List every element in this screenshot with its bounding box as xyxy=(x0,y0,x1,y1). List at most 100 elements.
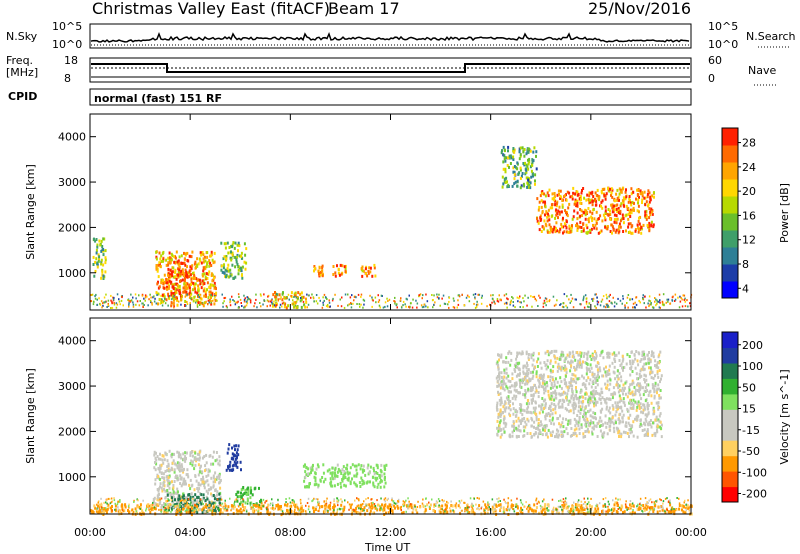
velocity-cell xyxy=(616,369,619,373)
velocity-cell xyxy=(171,480,173,484)
power-cell xyxy=(586,193,589,197)
velocity-cell xyxy=(682,504,685,508)
power-cell xyxy=(569,195,572,199)
velocity-cell xyxy=(507,389,510,393)
power-cell xyxy=(593,226,596,230)
power-cell xyxy=(600,229,603,233)
velocity-cell xyxy=(557,435,560,439)
velocity-cell xyxy=(503,430,506,434)
velocity-cell xyxy=(498,377,501,381)
power-noise-cell xyxy=(263,299,265,302)
velocity-cell xyxy=(380,478,382,482)
power-noise-cell xyxy=(134,293,137,296)
power-cell xyxy=(272,293,275,297)
power-noise-cell xyxy=(171,294,174,297)
velocity-cell xyxy=(648,420,651,424)
power-cell xyxy=(613,220,616,224)
velocity-cell xyxy=(690,512,693,516)
velocity-cell xyxy=(629,373,632,377)
power-cell xyxy=(613,208,616,212)
velocity-cell xyxy=(344,476,347,479)
power-cell xyxy=(567,206,570,210)
power-cell xyxy=(529,186,532,190)
power-cell xyxy=(610,203,613,207)
power-cell xyxy=(196,291,199,295)
velocity-cell xyxy=(168,482,171,486)
velocity-noise-cell xyxy=(340,498,342,501)
power-cell xyxy=(571,224,573,228)
nsky-tick-top: 10^5 xyxy=(52,20,82,33)
power-noise-cell xyxy=(592,297,595,300)
power-noise-cell xyxy=(409,302,412,305)
velocity-cell xyxy=(512,407,515,411)
power-noise-cell xyxy=(532,296,534,298)
power-cell xyxy=(585,209,587,213)
velocity-cell xyxy=(628,355,631,358)
power-noise-cell xyxy=(280,296,282,299)
velocity-noise-cell xyxy=(574,506,577,509)
velocity-cell xyxy=(549,368,552,372)
power-noise-cell xyxy=(404,303,406,306)
velocity-cell xyxy=(643,403,646,407)
power-cell xyxy=(641,201,643,204)
velocity-cell xyxy=(177,478,180,482)
velocity-cell xyxy=(583,409,586,413)
power-cell xyxy=(594,198,597,202)
velocity-cell xyxy=(623,510,626,514)
velocity-cell xyxy=(612,386,615,390)
power-cell xyxy=(374,274,377,278)
velocity-cell xyxy=(167,462,170,466)
velocity-cell xyxy=(621,409,624,413)
power-cell xyxy=(204,259,207,263)
velocity-cell xyxy=(524,425,527,429)
velocity-cell xyxy=(383,505,386,509)
power-cell xyxy=(553,192,556,195)
power-noise-cell xyxy=(285,297,288,300)
power-cell xyxy=(165,258,168,262)
power-cell xyxy=(175,277,178,281)
power-noise-cell xyxy=(279,297,281,300)
velocity-cell xyxy=(629,503,631,507)
velocity-cell xyxy=(403,503,406,507)
velocity-cell xyxy=(617,383,619,386)
velocity-cell xyxy=(544,386,547,390)
velocity-cell xyxy=(646,505,649,509)
power-noise-cell xyxy=(260,294,262,297)
power-cell xyxy=(610,223,613,227)
velocity-cell xyxy=(569,434,572,438)
velocity-cell xyxy=(339,469,342,473)
power-cell xyxy=(318,272,320,275)
velocity-cell xyxy=(551,395,554,399)
power-noise-cell xyxy=(400,297,402,300)
velocity-cell xyxy=(514,397,517,401)
velocity-cell xyxy=(639,386,642,390)
velocity-cell xyxy=(506,386,509,390)
velocity-cell xyxy=(605,373,608,377)
power-noise-cell xyxy=(562,306,565,309)
power-noise-cell xyxy=(444,303,447,305)
power-noise-cell xyxy=(503,294,506,297)
velocity-cell xyxy=(636,418,639,422)
power-noise-cell xyxy=(198,296,200,299)
velocity-cell xyxy=(184,455,187,459)
velocity-cell xyxy=(639,418,642,422)
velocity-cell xyxy=(199,483,202,487)
velocity-cell xyxy=(190,492,193,496)
velocity-cell xyxy=(519,385,522,389)
velocity-cell xyxy=(581,374,584,378)
power-cell xyxy=(551,197,554,201)
velocity-noise-cell xyxy=(407,507,409,510)
velocity-cell xyxy=(332,510,335,514)
velocity-cell xyxy=(557,429,560,433)
velocity-cell xyxy=(585,372,588,376)
velocity-cell xyxy=(210,476,213,480)
velocity-cell xyxy=(524,420,527,424)
power-noise-cell xyxy=(292,299,294,302)
velocity-cell xyxy=(512,402,514,406)
power-noise-cell xyxy=(594,293,596,296)
radar-title: Christmas Valley East (fitACF) xyxy=(92,0,330,18)
power-cell xyxy=(648,216,651,220)
power-cell xyxy=(603,216,606,220)
velocity-cell xyxy=(564,391,566,395)
power-cell xyxy=(173,260,176,264)
